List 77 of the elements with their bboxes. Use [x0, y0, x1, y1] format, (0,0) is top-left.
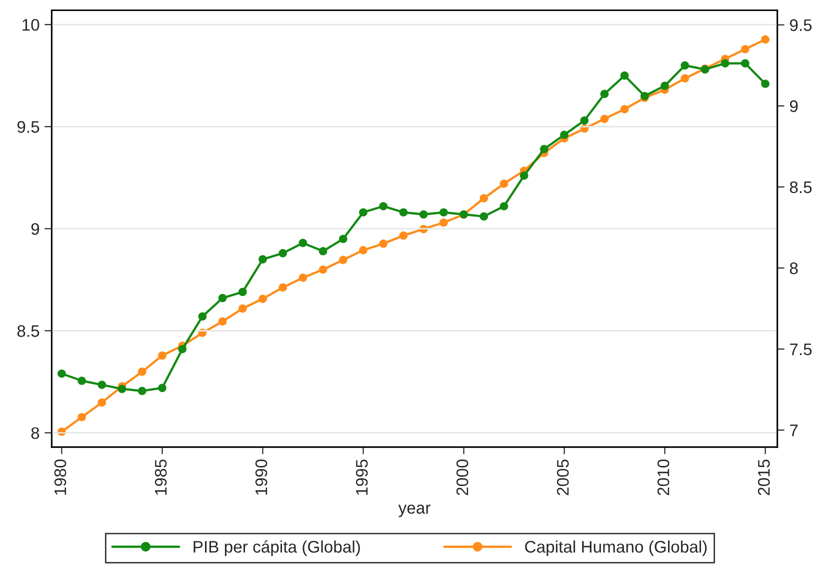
y-tick-label: 8	[31, 427, 40, 440]
point	[78, 412, 86, 422]
point	[399, 231, 408, 240]
point	[178, 344, 186, 354]
point	[318, 246, 328, 256]
y2-tick-label: 8.5	[790, 181, 812, 194]
point	[439, 218, 448, 227]
point	[238, 304, 247, 313]
point	[480, 194, 488, 202]
y-tick-label: 10	[22, 18, 40, 31]
point	[741, 45, 750, 54]
point	[761, 80, 770, 88]
point	[600, 114, 609, 124]
point	[560, 130, 568, 139]
point	[338, 234, 348, 244]
point	[680, 74, 690, 83]
point	[138, 386, 146, 396]
point	[138, 368, 146, 376]
point	[98, 380, 106, 390]
point	[359, 208, 368, 217]
point	[98, 398, 106, 407]
point	[278, 249, 288, 258]
point	[500, 180, 508, 188]
point	[680, 61, 690, 70]
x-tick-label: 1980	[54, 460, 66, 495]
x-tick-label: 2000	[456, 460, 468, 496]
legend-label: Capital Humano (Global)	[525, 540, 707, 556]
point	[620, 71, 629, 80]
point	[379, 202, 388, 210]
point	[158, 384, 166, 392]
point	[338, 256, 348, 264]
point	[118, 384, 126, 394]
point	[439, 208, 448, 217]
point	[399, 208, 408, 217]
point	[238, 288, 247, 296]
y2-tick-label: 7	[790, 424, 798, 436]
y-tick-label: 8.5	[17, 325, 40, 337]
point	[741, 59, 750, 68]
x-tick-label: 2005	[556, 460, 569, 496]
legend-label: PIB per cápita (Global)	[194, 540, 360, 556]
point	[318, 265, 328, 274]
point	[198, 312, 207, 321]
point	[298, 274, 308, 282]
point	[520, 171, 528, 180]
point	[278, 283, 288, 292]
point	[500, 202, 508, 210]
y2-tick-label: 8	[790, 262, 798, 274]
point	[379, 240, 388, 248]
y2-tick-label: 9.5	[790, 19, 812, 32]
point	[580, 116, 589, 125]
y2-tick-label: 9	[790, 100, 798, 112]
point	[620, 104, 629, 114]
x-tick-label: 1995	[356, 460, 368, 495]
y-tick-label: 9.5	[17, 121, 40, 133]
point	[218, 294, 227, 302]
point	[419, 210, 428, 219]
y2-tick-label: 7.5	[790, 344, 812, 356]
point	[600, 90, 609, 98]
point	[78, 376, 86, 385]
x-axis-title: year	[398, 504, 430, 518]
point	[480, 212, 488, 221]
x-tick-label: 2015	[758, 460, 770, 496]
point	[258, 294, 267, 303]
point	[359, 246, 368, 254]
point	[761, 35, 770, 44]
point	[58, 369, 66, 378]
point	[258, 255, 267, 264]
point	[660, 82, 669, 90]
point	[218, 317, 227, 326]
y-tick-label: 9	[31, 223, 40, 235]
x-tick-label: 1990	[255, 460, 268, 495]
point	[298, 238, 308, 248]
x-tick-label: 2010	[657, 460, 670, 496]
point	[158, 351, 166, 360]
point	[720, 59, 730, 68]
x-tick-label: 1985	[154, 460, 167, 495]
point	[540, 144, 548, 154]
